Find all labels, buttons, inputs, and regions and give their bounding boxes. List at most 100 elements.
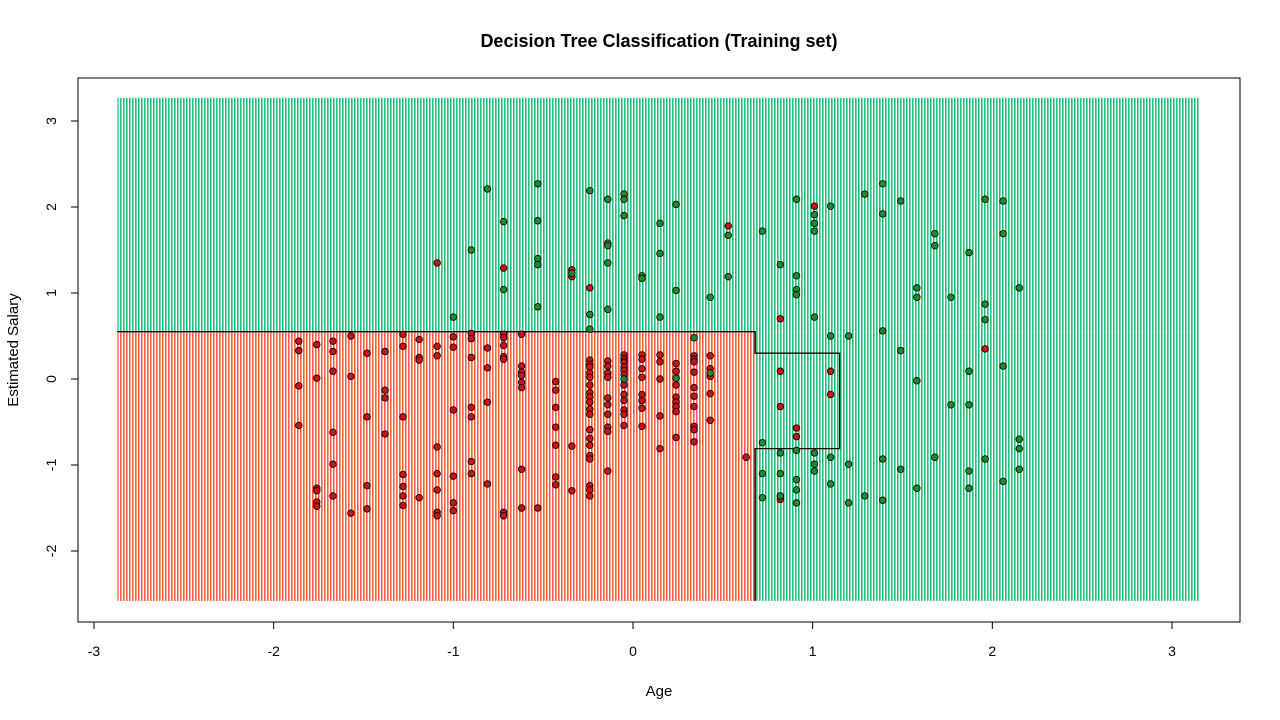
data-point-class-0 (467, 334, 475, 343)
data-point-class-0 (449, 506, 458, 515)
data-point-class-1 (1015, 444, 1023, 453)
data-point-class-0 (568, 442, 576, 450)
data-point-class-1 (810, 313, 819, 321)
data-point-class-0 (499, 512, 508, 520)
data-point-class-0 (690, 402, 698, 411)
data-point-class-1 (897, 465, 905, 473)
data-point-class-1 (758, 438, 767, 447)
data-point-class-1 (861, 190, 869, 198)
data-point-class-0 (399, 330, 407, 338)
data-point-class-1 (758, 493, 767, 502)
data-point-class-0 (586, 441, 594, 449)
decision-boundary-line (117, 331, 841, 601)
data-point-class-0 (467, 413, 475, 421)
data-point-class-0 (552, 481, 560, 489)
data-point-class-0 (449, 472, 458, 480)
data-point-class-0 (552, 377, 560, 386)
x-tick-label: 0 (629, 643, 637, 659)
data-point-class-0 (517, 504, 526, 512)
data-point-class-0 (381, 394, 389, 402)
x-tick-label: -2 (267, 643, 280, 659)
data-point-class-0 (690, 368, 698, 376)
data-point-class-0 (415, 493, 423, 502)
data-point-class-0 (517, 371, 526, 380)
data-point-class-0 (313, 340, 321, 349)
data-point-class-1 (620, 211, 628, 220)
data-point-class-0 (449, 333, 458, 341)
data-point-class-1 (534, 180, 542, 188)
data-point-class-0 (638, 364, 646, 373)
data-point-class-1 (947, 293, 955, 301)
data-point-class-0 (656, 351, 664, 359)
decision-regions (117, 97, 1199, 601)
y-axis: -2 -1 0 1 2 3 (43, 117, 79, 557)
data-point-class-0 (483, 480, 492, 488)
data-point-class-1 (810, 211, 819, 219)
data-point-class-1 (913, 377, 921, 385)
data-point-class-0 (568, 487, 576, 495)
data-point-class-0 (399, 492, 407, 500)
x-tick-label: -1 (447, 643, 460, 659)
scatter-points (295, 180, 1023, 520)
data-point-class-1 (706, 293, 714, 301)
data-point-class-1 (810, 227, 819, 235)
data-point-class-1 (810, 449, 819, 457)
data-point-class-1 (499, 285, 508, 294)
data-point-class-1 (604, 195, 612, 203)
data-point-class-0 (690, 392, 698, 400)
data-point-class-0 (776, 315, 785, 323)
data-point-class-0 (534, 504, 542, 512)
data-point-class-0 (656, 358, 664, 366)
data-point-class-0 (433, 352, 441, 360)
data-point-class-0 (483, 344, 492, 352)
data-point-class-0 (399, 413, 407, 421)
data-point-class-0 (467, 469, 475, 478)
data-point-class-0 (656, 444, 664, 453)
data-point-class-0 (381, 386, 389, 394)
data-point-class-0 (329, 428, 337, 437)
data-point-class-1 (810, 467, 819, 475)
x-axis: -3 -2 -1 0 1 2 3 (88, 621, 1176, 659)
data-point-class-1 (965, 401, 973, 409)
y-tick-label: 1 (43, 289, 59, 297)
data-point-class-0 (295, 346, 303, 355)
data-point-class-1 (776, 449, 785, 457)
data-point-class-0 (552, 423, 560, 431)
data-point-class-1 (586, 325, 594, 333)
data-point-class-0 (415, 356, 423, 364)
y-tick-label: 3 (43, 117, 59, 125)
data-point-class-1 (913, 293, 921, 301)
data-point-class-0 (433, 342, 441, 351)
data-point-class-1 (897, 346, 905, 355)
data-point-class-0 (706, 416, 714, 424)
data-point-class-1 (931, 241, 939, 250)
data-point-class-0 (517, 362, 526, 370)
data-point-class-0 (552, 441, 560, 449)
data-point-class-1 (981, 315, 989, 324)
data-point-class-0 (690, 358, 698, 366)
data-point-class-1 (534, 254, 542, 263)
data-point-class-0 (329, 337, 337, 345)
data-point-class-0 (329, 460, 337, 468)
data-point-class-0 (826, 367, 835, 375)
data-point-class-1 (913, 284, 921, 292)
data-point-class-0 (295, 382, 303, 390)
data-point-class-0 (381, 430, 389, 438)
data-point-class-0 (586, 398, 594, 406)
data-point-class-0 (363, 481, 371, 490)
data-point-class-1 (879, 180, 887, 188)
data-point-class-0 (483, 398, 492, 406)
data-point-class-0 (620, 396, 628, 405)
data-point-class-0 (672, 367, 680, 375)
data-point-class-0 (295, 337, 303, 345)
data-point-class-1 (672, 286, 680, 295)
data-point-class-0 (604, 410, 612, 418)
data-point-class-1 (620, 375, 628, 383)
data-point-class-1 (792, 446, 801, 455)
data-point-class-1 (656, 313, 664, 321)
data-point-class-0 (776, 402, 785, 411)
data-point-class-1 (879, 455, 887, 463)
data-point-class-0 (620, 410, 628, 418)
data-point-class-1 (467, 246, 475, 254)
